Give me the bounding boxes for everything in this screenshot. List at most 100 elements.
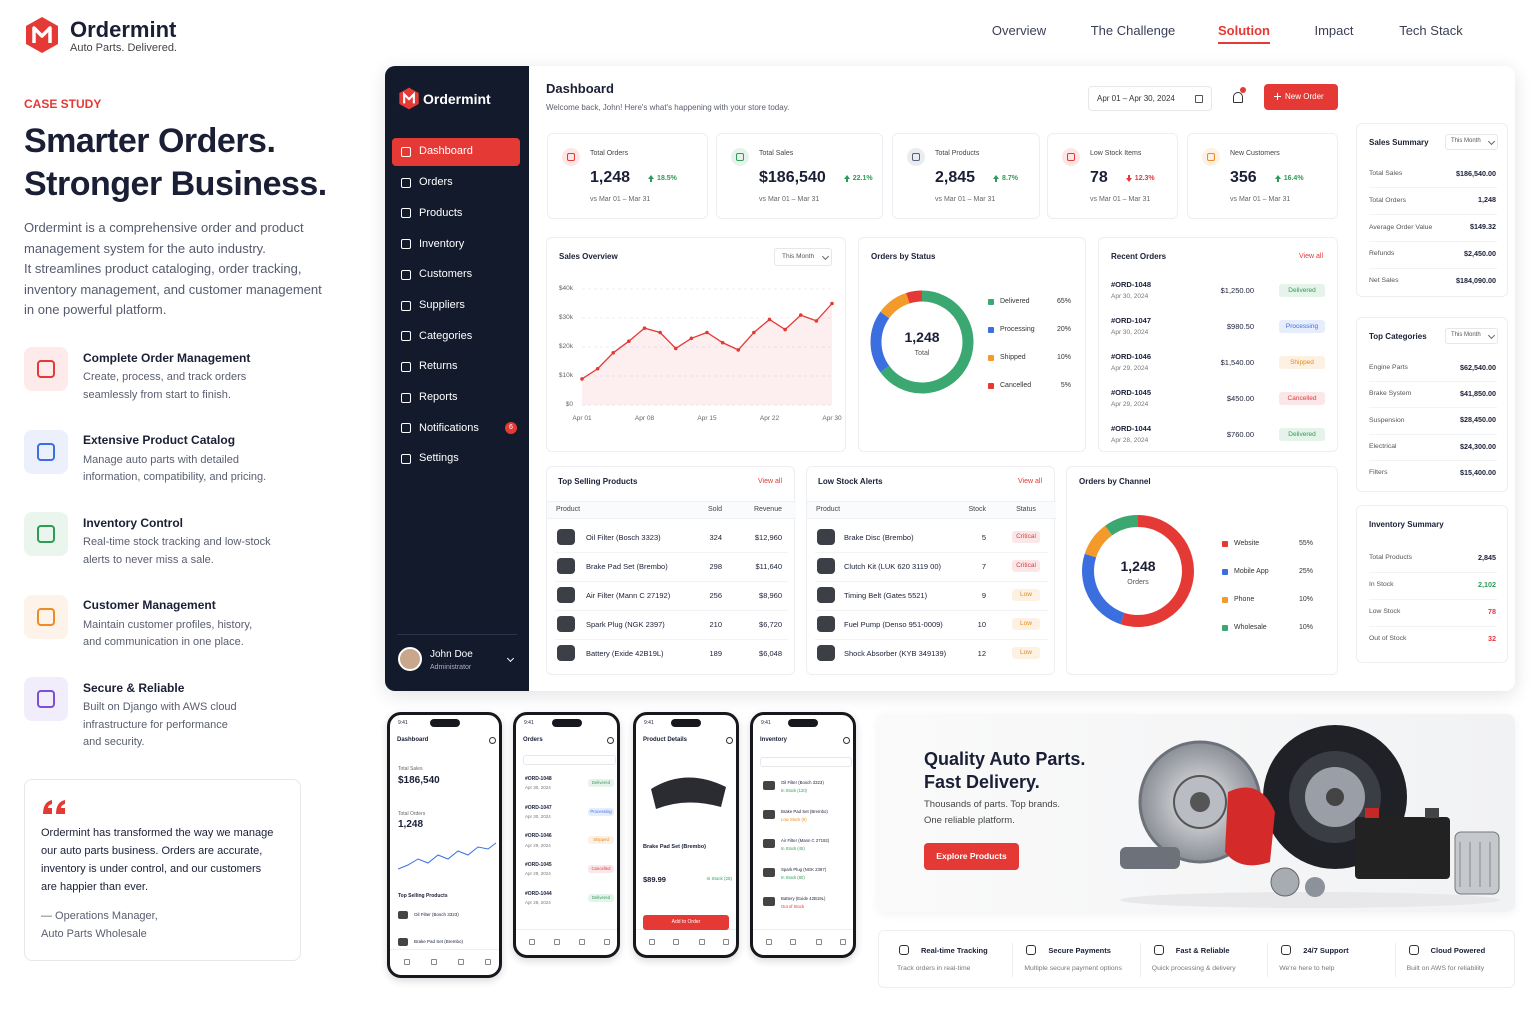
kpi-icon xyxy=(562,148,580,166)
feature-title: Extensive Product Catalog xyxy=(83,433,236,448)
new-order-button[interactable]: New Order xyxy=(1264,84,1338,110)
menu-item[interactable]: Dashboard xyxy=(419,145,473,158)
feature-description: Maintain customer profiles, history, xyxy=(83,618,253,631)
view-all-link[interactable]: View all xyxy=(758,477,782,485)
legend-dot xyxy=(988,383,994,389)
product-thumb xyxy=(817,645,835,661)
order-amount: $980.50 xyxy=(1226,321,1254,331)
phone-item-status: Low Stock (8) xyxy=(781,817,807,823)
product-thumb xyxy=(557,587,575,603)
menu-item[interactable]: Products xyxy=(419,206,463,219)
quote-text: are happier than ever. xyxy=(41,881,149,894)
product-name: Brake Pad Set (Brembo) xyxy=(586,561,668,571)
product-thumb xyxy=(817,616,835,632)
menu-item[interactable]: Categories xyxy=(419,329,473,342)
legend-value: 20% xyxy=(1056,325,1071,333)
filter-select[interactable]: This Month xyxy=(1445,328,1498,344)
filter-select[interactable]: This Month xyxy=(1445,134,1498,150)
menu-item[interactable]: Settings xyxy=(419,452,459,465)
phone-tabbar xyxy=(516,929,617,930)
legend-value: 5% xyxy=(1060,381,1071,389)
row-divider xyxy=(1369,598,1497,600)
row-divider xyxy=(815,638,1048,640)
feature-description: infrastructure for performance xyxy=(83,718,228,731)
product-thumb xyxy=(557,616,575,632)
arrow-shape xyxy=(1274,174,1281,182)
order-id: #ORD-1046 xyxy=(1111,351,1152,361)
product-thumb xyxy=(557,529,575,545)
menu-item[interactable]: Suppliers xyxy=(419,298,465,311)
sales-point xyxy=(689,336,694,341)
phone-label: Total Sales xyxy=(398,766,423,772)
nav-link[interactable]: Overview xyxy=(991,23,1047,39)
brand-name: Ordermint xyxy=(70,16,177,42)
order-status-pill: Delivered xyxy=(1279,283,1325,297)
phone-button[interactable]: Add to Order xyxy=(643,915,729,930)
menu-icon xyxy=(401,208,411,219)
menu-item[interactable]: Orders xyxy=(419,176,453,189)
row-divider xyxy=(555,551,788,553)
explore-label: Explore Products xyxy=(936,851,1007,861)
stock-status-pill: Low xyxy=(1012,589,1040,601)
legend-label: Mobile App xyxy=(1234,567,1269,575)
quote-text: Ordermint has transformed the way we man… xyxy=(41,827,274,840)
menu-item[interactable]: Customers xyxy=(419,268,473,281)
sales-point xyxy=(705,330,709,335)
phone-order-status-pill: Processing xyxy=(588,807,614,816)
quote-author: Auto Parts Wholesale xyxy=(41,928,147,941)
phone-order-status: Processing xyxy=(590,808,612,814)
explore-button[interactable]: Explore Products xyxy=(924,843,1019,870)
arrow-shape xyxy=(648,174,655,182)
phone-time: 9:41 xyxy=(644,720,654,726)
summary-value: $62,540.00 xyxy=(1460,362,1496,372)
phone-order-status-pill: Shipped xyxy=(588,836,614,845)
product-stock: 5 xyxy=(981,532,986,542)
summary-label: Net Sales xyxy=(1369,277,1399,285)
menu-item[interactable]: Inventory xyxy=(419,237,465,250)
kpi-icon xyxy=(907,148,925,166)
filter-select[interactable]: This Month xyxy=(774,248,832,266)
legend-dot xyxy=(988,327,994,333)
x-tick-label: Apr 22 xyxy=(759,415,780,423)
inventory-summary-card: Inventory Summary Total Products 2,845 In S… xyxy=(1356,505,1508,663)
menu-item[interactable]: Returns xyxy=(419,360,458,373)
view-all-link[interactable]: View all xyxy=(1018,477,1042,485)
column-header: Sold xyxy=(707,505,722,513)
legend-value: 10% xyxy=(1298,595,1313,603)
nav-link[interactable]: Impact xyxy=(1314,23,1354,39)
filter-label: This Month xyxy=(782,253,815,261)
stock-status: Critical xyxy=(1016,533,1036,540)
product-revenue: $12,960 xyxy=(754,532,782,542)
legend-dot xyxy=(1222,625,1228,631)
nav-link[interactable]: Solution xyxy=(1218,23,1270,44)
stock-status-pill: Low xyxy=(1012,618,1040,630)
product-sold: 210 xyxy=(709,619,722,629)
product-name: Timing Belt (Gates 5521) xyxy=(844,590,928,600)
row-divider xyxy=(815,580,1048,582)
kpi-change-value: 8.7% xyxy=(1002,174,1019,182)
view-all-link[interactable]: View all xyxy=(1299,252,1323,260)
phone-order-status-pill: Delivered xyxy=(588,893,614,902)
menu-item[interactable]: Reports xyxy=(419,391,458,403)
stock-status: Critical xyxy=(1016,562,1036,569)
nav-link[interactable]: The Challenge xyxy=(1090,23,1176,39)
stock-status: Low xyxy=(1020,591,1032,598)
summary-value: 2,102 xyxy=(1478,579,1496,589)
phone-label: Total Orders xyxy=(398,811,426,817)
kpi-change-value: 16.4% xyxy=(1283,174,1304,182)
summary-label: Total Products xyxy=(1369,553,1413,561)
badge-icon xyxy=(899,945,909,955)
x-tick-label: Apr 30 xyxy=(822,415,842,423)
order-id: #ORD-1047 xyxy=(1111,315,1152,325)
badge-title: Real-time Tracking xyxy=(921,945,988,955)
legend-label: Website xyxy=(1234,539,1260,547)
nav-link[interactable]: Tech Stack xyxy=(1399,23,1463,39)
product-name: Air Filter (Mann C 27192) xyxy=(586,590,671,600)
brand-tagline: Auto Parts. Delivered. xyxy=(70,42,177,55)
card-title: Orders by Channel xyxy=(1079,477,1151,487)
phone-tab-icon xyxy=(815,939,822,945)
menu-icon xyxy=(401,423,411,434)
menu-item[interactable]: Notifications xyxy=(419,421,479,434)
arrow-shape xyxy=(1125,174,1132,182)
sales-point xyxy=(611,351,616,355)
